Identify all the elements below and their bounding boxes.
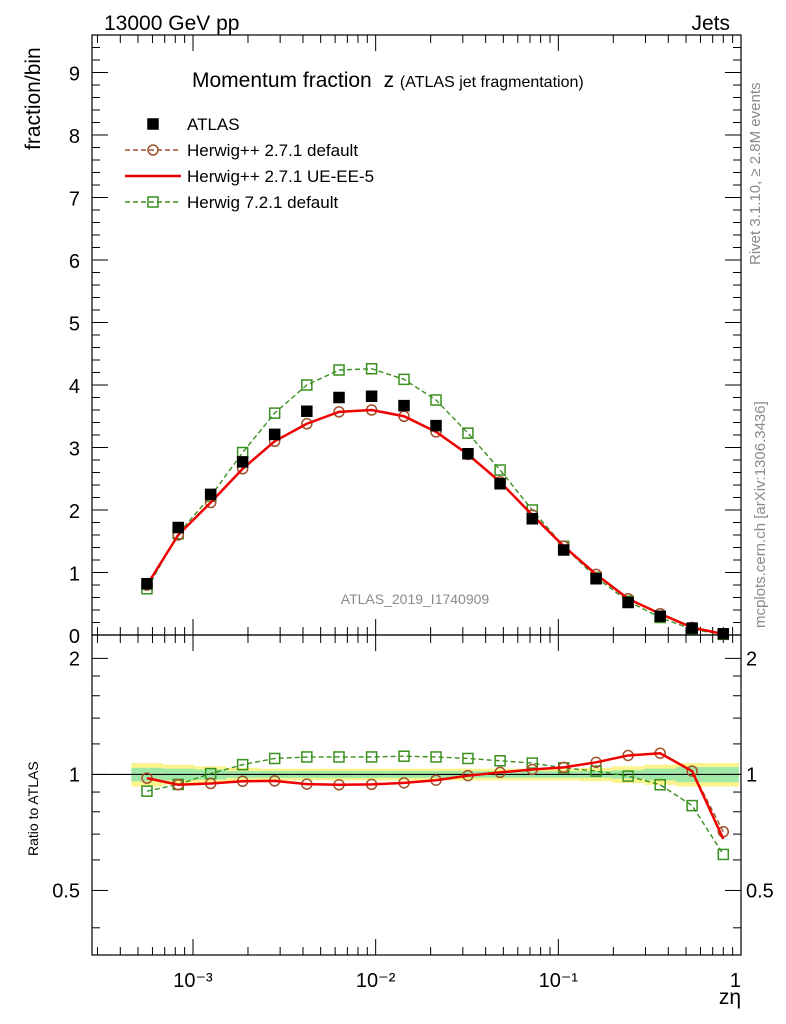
ratio-herwig7-point — [398, 750, 410, 762]
ratio-series-line — [146, 755, 724, 855]
ratio-herwig7-point — [622, 770, 634, 782]
ratio-tick-label-left: 2 — [69, 648, 80, 670]
legend-label: Herwig++ 2.7.1 UE-EE-5 — [187, 167, 374, 186]
mcplots-label: mcplots.cern.ch [arXiv:1306.3436] — [752, 401, 769, 628]
atlas-data-point — [526, 513, 539, 525]
ratio-herwig7-point — [462, 752, 474, 765]
header-right: Jets — [691, 12, 730, 35]
rivet-label: Rivet 3.1.10, ≥ 2.8M events — [747, 83, 764, 266]
chart-title: Momentum fraction z (ATLAS jet fragmenta… — [192, 69, 584, 92]
ratio-herwig7-point — [430, 751, 442, 763]
ratio-tick-label-right: 1 — [746, 764, 757, 786]
ratio-tick-label-left: 0.5 — [52, 880, 80, 902]
ratio-herwig7-point — [301, 751, 313, 763]
ratio-series-line — [146, 752, 724, 833]
atlas-data-point — [236, 456, 249, 468]
atlas-data-point — [268, 428, 281, 441]
ratio-tick-label-left: 1 — [69, 764, 80, 786]
main-plot: 0 1 2 3 4 5 6 7 8 9 — [69, 34, 742, 955]
atlas-data-point — [204, 488, 217, 501]
y-tick-label: 5 — [69, 314, 80, 336]
y-tick-label: 7 — [69, 189, 80, 211]
ratio-tick-label-right: 0.5 — [746, 880, 774, 902]
y-tick-label: 4 — [69, 376, 80, 398]
ratio-herwig7-point — [365, 751, 378, 763]
herwig7-point — [398, 373, 410, 386]
legend: ATLAS Herwig++ 2.7.1 default Herwig++ 2.7.… — [125, 115, 374, 212]
ratio-herwig7-point — [268, 752, 281, 765]
legend-label: Herwig++ 2.7.1 default — [187, 141, 358, 160]
atlas-data-point — [301, 405, 313, 417]
ratio-plot-frame — [91, 634, 742, 956]
herwig7-point — [365, 363, 378, 375]
x-tick-label: 10⁻² — [356, 970, 396, 992]
legend-label: ATLAS — [187, 115, 240, 134]
herwig7-point — [430, 394, 442, 406]
atlas-data-point — [622, 596, 634, 609]
atlas-data-point — [494, 478, 506, 490]
y-tick-label: 8 — [69, 126, 80, 148]
atlas-data-point — [590, 573, 602, 585]
atlas-data-point — [172, 521, 184, 534]
atlas-data-point — [557, 544, 570, 556]
herwig7-point — [268, 407, 281, 419]
atlas-data-point — [333, 391, 345, 404]
chart-title-main: Momentum fraction — [192, 69, 372, 92]
chart-title-symbol: z — [384, 69, 395, 92]
x-tick-label: 1 — [730, 970, 741, 992]
legend-circle-marker — [147, 144, 159, 156]
herwig7-point — [462, 427, 474, 439]
y-axis-label: fraction/bin — [22, 47, 45, 150]
ratio-y-axis-label: Ratio to ATLAS — [25, 761, 41, 856]
y-tick-label: 9 — [69, 64, 80, 86]
analysis-tag: ATLAS_2019_I1740909 — [341, 591, 490, 607]
x-tick-label: 10⁻³ — [173, 970, 213, 992]
legend-atlas-marker — [147, 118, 159, 130]
ratio-herwig7-point — [333, 751, 345, 763]
y-tick-label: 1 — [69, 564, 80, 586]
ratio-herwig-default-point — [686, 765, 698, 777]
ratio-herwig7-point — [590, 765, 602, 777]
ratio-herwig7-point — [717, 848, 730, 861]
x-tick-label: 10⁻¹ — [539, 970, 579, 992]
atlas-data-point — [430, 419, 442, 432]
atlas-data-point — [654, 610, 666, 622]
atlas-data-point — [686, 622, 698, 634]
ratio-tick-label-right: 2 — [746, 648, 757, 670]
series-line — [146, 368, 724, 636]
atlas-data-point — [141, 578, 153, 590]
y-tick-label: 2 — [69, 501, 80, 523]
ratio-herwig7-point — [141, 785, 153, 797]
atlas-data-point — [365, 390, 378, 402]
chart-title-sub: (ATLAS jet fragmentation) — [400, 74, 584, 91]
y-tick-label: 6 — [69, 251, 80, 273]
ratio-herwig7-point — [654, 779, 666, 791]
ratio-herwig7-point — [236, 758, 249, 771]
atlas-data-point — [717, 628, 730, 640]
herwig7-point — [301, 379, 313, 391]
ratio-plot: 10⁻³ 10⁻² 10⁻¹ 1 0.5 0.5 1 1 2 2 — [52, 634, 774, 992]
ratio-series-line — [146, 751, 725, 840]
header-left: 13000 GeV pp — [104, 12, 239, 35]
herwig7-point — [333, 364, 345, 376]
herwig7-point — [494, 464, 506, 476]
ratio-herwig7-point — [526, 757, 539, 769]
x-axis-label: zη — [719, 986, 741, 1009]
legend-label: Herwig 7.2.1 default — [187, 193, 338, 212]
atlas-data-point — [398, 399, 410, 412]
atlas-data-point — [462, 448, 474, 460]
y-tick-label: 3 — [69, 439, 80, 461]
ratio-herwig7-point — [494, 755, 506, 767]
herwig-default-point — [301, 418, 313, 430]
legend-square-marker — [147, 196, 159, 208]
ratio-herwig7-point — [686, 799, 698, 812]
y-tick-label: 0 — [69, 626, 80, 648]
